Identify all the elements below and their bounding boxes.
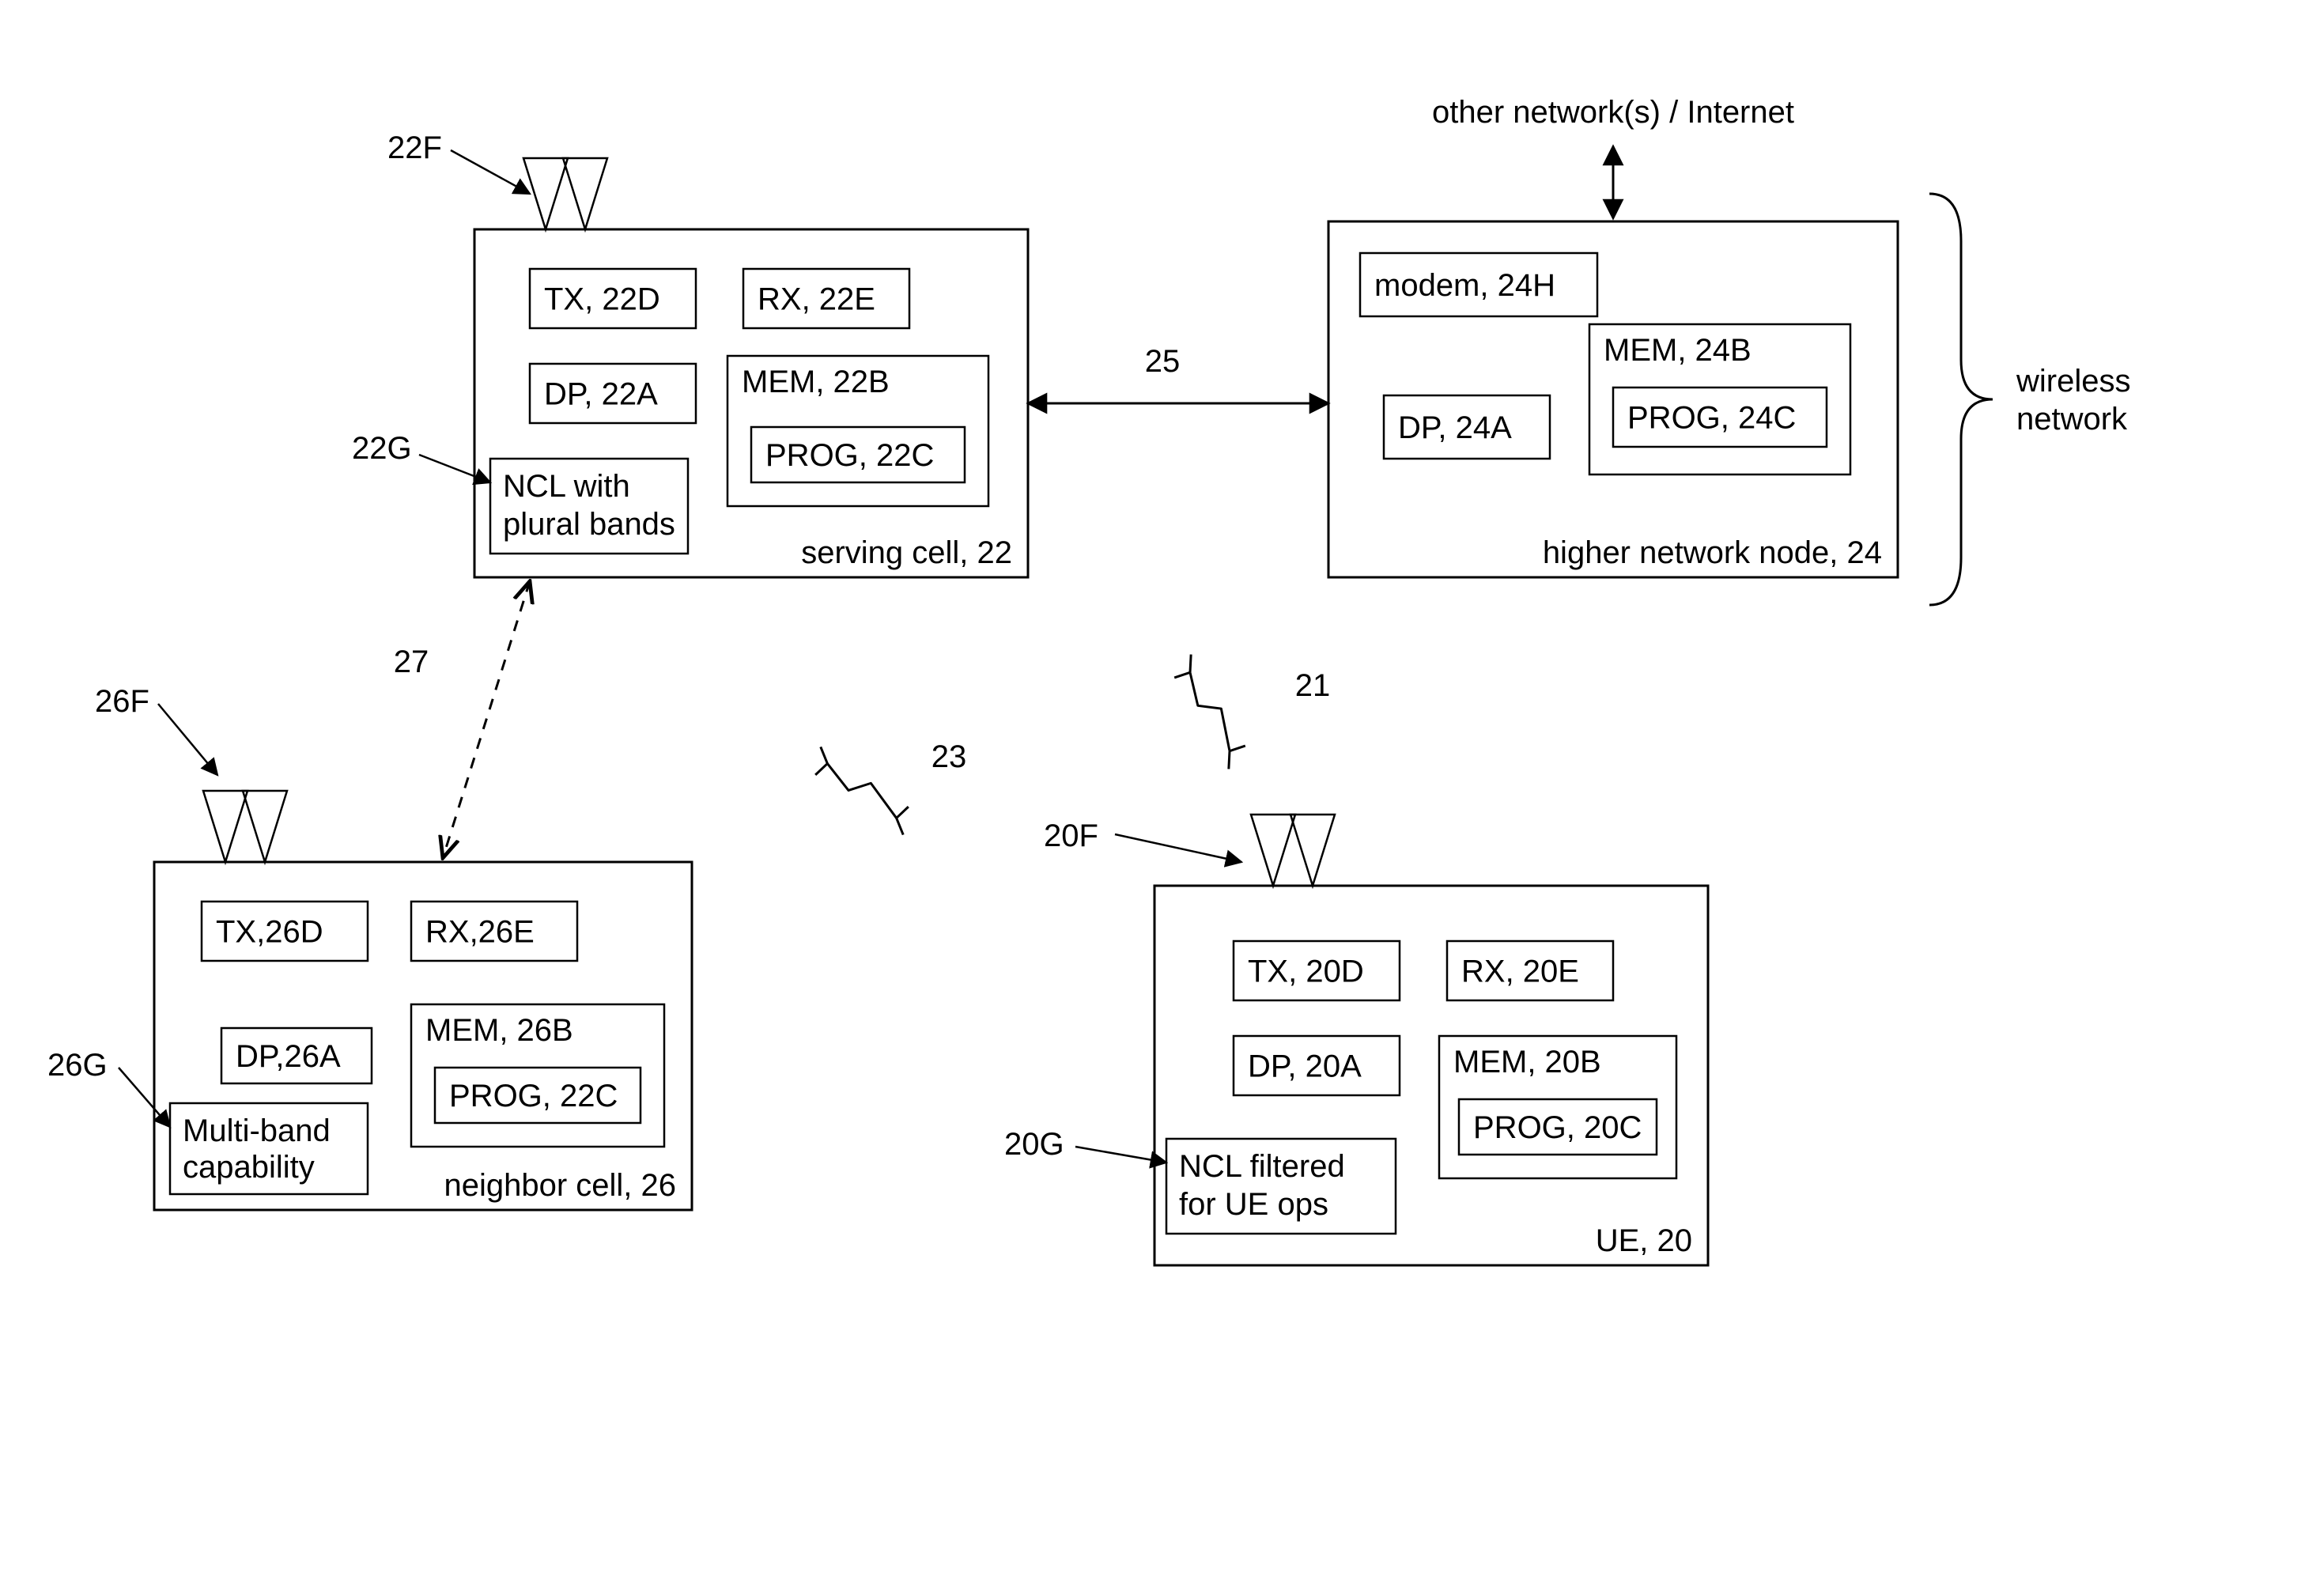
neighbor-mb-l2: capability [183, 1150, 315, 1185]
higher-mem-label: MEM, 24B [1604, 333, 1752, 368]
ue-antenna [1251, 815, 1295, 886]
ref-22F-arrow [451, 150, 530, 194]
brace [1929, 194, 1993, 605]
serving-ncl-l2: plural bands [503, 507, 675, 542]
serving-antenna [523, 158, 568, 229]
higher-node-caption: higher network node, 24 [1543, 535, 1882, 570]
ref-26G-arrow [119, 1068, 170, 1127]
link-21-bolt [1162, 655, 1257, 769]
serving-cell-caption: serving cell, 22 [801, 535, 1012, 570]
neighbor-antenna [203, 791, 248, 862]
ref-20F-arrow [1115, 834, 1241, 862]
ref-20F: 20F [1044, 818, 1098, 853]
serving-tx-label: TX, 22D [544, 282, 660, 317]
neighbor-rx-label: RX,26E [425, 915, 535, 950]
neighbor-mb-l1: Multi-band [183, 1113, 331, 1148]
ue-caption: UE, 20 [1596, 1223, 1692, 1258]
brace-label-2: network [2016, 402, 2128, 437]
serving-prog-label: PROG, 22C [765, 438, 934, 473]
ue-antenna [1290, 815, 1335, 886]
neighbor-dp-label: DP,26A [236, 1039, 341, 1074]
higher-modem-label: modem, 24H [1374, 268, 1555, 303]
link-27-label: 27 [394, 645, 429, 679]
ref-22G: 22G [352, 431, 412, 466]
serving-dp-label: DP, 22A [544, 377, 658, 412]
neighbor-prog-label: PROG, 22C [449, 1079, 618, 1113]
link-23-label: 23 [931, 739, 967, 774]
serving-antenna [563, 158, 607, 229]
ue-tx-label: TX, 20D [1248, 955, 1364, 989]
ref-26G: 26G [47, 1048, 108, 1083]
serving-ncl-l1: NCL with [503, 469, 630, 504]
link-23-bolt [803, 747, 920, 834]
serving-mem-label: MEM, 22B [742, 365, 890, 399]
ref-20G: 20G [1004, 1127, 1064, 1162]
neighbor-tx-label: TX,26D [216, 915, 323, 950]
neighbor-caption: neighbor cell, 26 [444, 1168, 676, 1203]
neighbor-antenna [243, 791, 287, 862]
neighbor-mem-label: MEM, 26B [425, 1013, 573, 1048]
ref-22G-arrow [419, 455, 490, 482]
ue-prog-label: PROG, 20C [1473, 1110, 1642, 1145]
ue-ncl-l2: for UE ops [1179, 1187, 1328, 1222]
brace-label-1: wireless [2016, 364, 2130, 399]
internet-label: other network(s) / Internet [1432, 95, 1794, 130]
ue-dp-label: DP, 20A [1248, 1049, 1362, 1084]
ue-ncl-l1: NCL filtered [1179, 1149, 1345, 1184]
ref-22F: 22F [387, 130, 442, 165]
serving-rx-label: RX, 22E [758, 282, 875, 317]
ue-mem-label: MEM, 20B [1453, 1045, 1601, 1079]
link-27 [443, 581, 530, 858]
ref-20G-arrow [1075, 1147, 1166, 1162]
ref-26F-arrow [158, 704, 217, 775]
ue-rx-label: RX, 20E [1461, 955, 1579, 989]
link-25-label: 25 [1145, 344, 1181, 379]
higher-dp-label: DP, 24A [1398, 410, 1512, 445]
link-21-label: 21 [1295, 668, 1331, 703]
higher-prog-label: PROG, 24C [1627, 401, 1796, 436]
ref-26F: 26F [95, 684, 149, 719]
